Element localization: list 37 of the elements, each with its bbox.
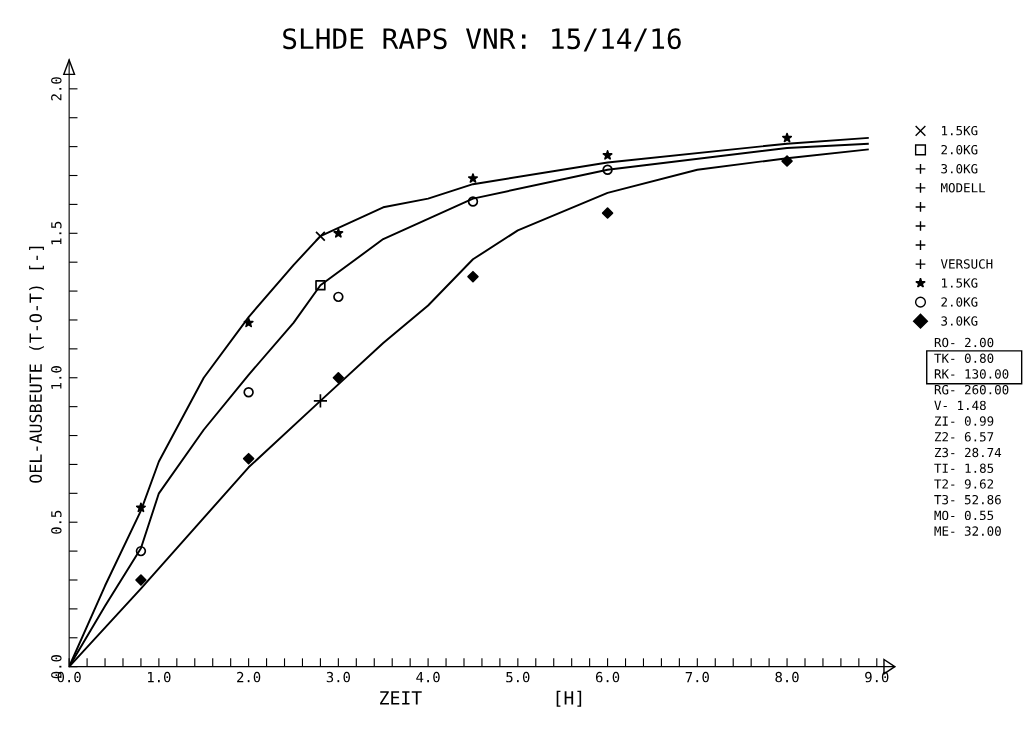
x-tick-label: 5.0 [506, 671, 530, 683]
legend-label: 2.0KG [941, 297, 978, 307]
text: RK- 130.00 [934, 369, 1009, 379]
y-tick-label: 1.5 [51, 221, 62, 245]
chart-title: SLHDE RAPS VNR: 15/14/16 [283, 28, 681, 52]
text: MODELL [941, 183, 986, 193]
y-tick-label: 0.5 [51, 510, 62, 534]
x-tick-label: 7.0 [685, 671, 709, 683]
text: RG- 260.00 [934, 384, 1009, 395]
text: ME- 32.00 [934, 526, 1001, 536]
text: MO- 0.55 [934, 510, 994, 521]
text: VERSUCH [940, 259, 993, 269]
legend-label: 2.0KG [941, 144, 978, 155]
legend-label: 3.0KG [941, 316, 978, 326]
y-tick-label: 2.0 [51, 77, 62, 101]
text: RO- 2.00 [934, 337, 994, 348]
x-tick-label: 6.0 [595, 671, 620, 683]
text: V- 1.48 [934, 400, 986, 411]
x-tick-label: 4.0 [416, 671, 440, 683]
text: ZI- 0.99 [934, 416, 994, 426]
text: TI- 1.85 [934, 463, 994, 473]
x-tick-label: 3.0 [326, 671, 350, 683]
legend-label: 3.0KG [941, 163, 978, 174]
text: Z2- 6.57 [934, 432, 994, 442]
text: T2- 9.62 [934, 479, 994, 489]
legend-label: 1.5KG [942, 278, 978, 288]
x-axis-title: ZEIT [H] [380, 690, 582, 707]
legend-label: 1.5KG [942, 125, 978, 136]
text: TK- 0.80 [934, 353, 994, 363]
text: T3- 52.86 [934, 494, 1001, 505]
x-tick-label: 8.0 [775, 671, 799, 683]
x-tick-label: 2.0 [237, 671, 261, 683]
text: Z3- 28.74 [934, 447, 1002, 458]
x-tick-label: 9.0 [865, 671, 889, 683]
y-axis-title: OEL-AUSBEUTE (T-O-T) [-] [29, 246, 44, 483]
y-tick-label: 1.0 [51, 366, 62, 389]
x-tick-label: 1.0 [148, 671, 171, 683]
